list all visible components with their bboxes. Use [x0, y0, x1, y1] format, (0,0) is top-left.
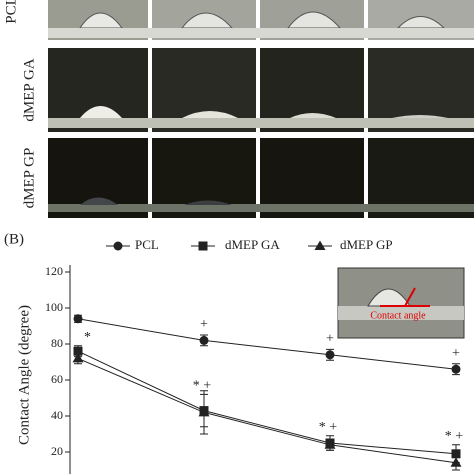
point [72, 352, 84, 363]
annotation: * + [193, 379, 212, 394]
point [451, 364, 461, 374]
point [113, 241, 123, 251]
panel-label: (B) [4, 231, 24, 247]
point [450, 457, 462, 467]
annotation: * [84, 330, 91, 345]
point [325, 350, 335, 360]
legend-label: dMEP GA [225, 237, 280, 252]
point [198, 241, 208, 251]
point [314, 240, 326, 250]
point [324, 439, 336, 449]
point [73, 314, 83, 324]
y-tick-label: 20 [51, 444, 63, 458]
photo-grid [48, 0, 474, 218]
row-label: dMEP GP [21, 148, 37, 209]
line [77, 318, 457, 370]
point [451, 449, 461, 459]
y-tick-label: 100 [45, 300, 63, 314]
legend-label: dMEP GP [340, 237, 393, 252]
annotation: * + [445, 429, 464, 444]
y-tick-label: 80 [51, 336, 63, 350]
legend-label: PCL [135, 237, 159, 252]
y-tick-label: 40 [51, 408, 63, 422]
line [77, 350, 457, 455]
annotation: * + [319, 420, 338, 435]
point [73, 346, 83, 356]
inset-label: Contact angle [370, 310, 426, 321]
y-tick-label: 120 [45, 264, 63, 278]
inset: Contact angle [337, 267, 465, 339]
y-tick-label: 60 [51, 372, 63, 386]
annotation: + [326, 332, 334, 347]
point [198, 406, 210, 417]
row-label: PCL [3, 0, 19, 24]
annotation: + [452, 346, 460, 361]
point [199, 335, 209, 345]
annotation: + [200, 317, 208, 332]
row-label: dMEP GA [21, 58, 37, 121]
line [77, 357, 457, 464]
y-axis-label: Contact Angle (degree) [16, 305, 32, 445]
